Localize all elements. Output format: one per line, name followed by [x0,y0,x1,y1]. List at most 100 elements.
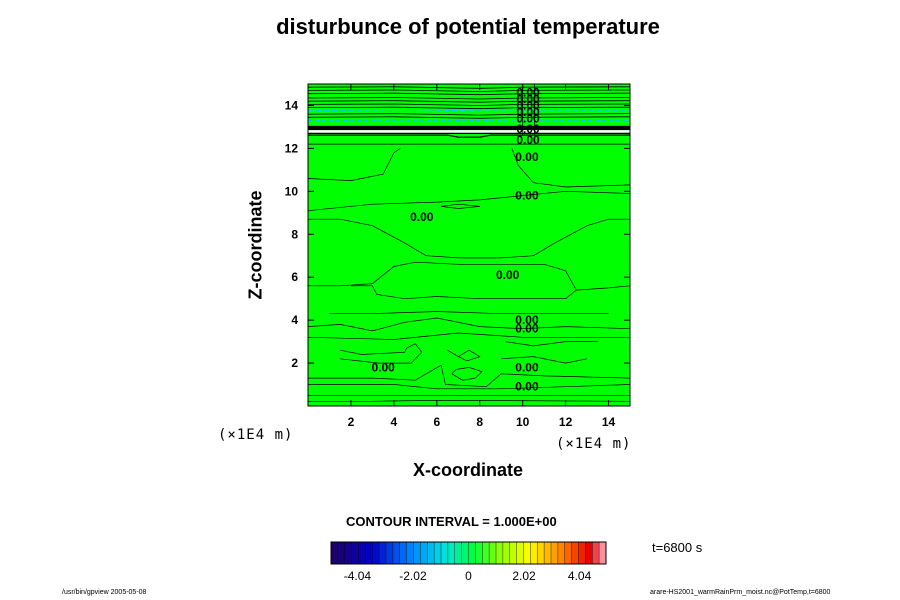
contour-line [308,100,630,103]
y-tick-label: 4 [291,313,298,327]
x-tick-label: 10 [516,415,530,429]
contour-line [308,119,630,122]
colorbar: -4.04 -2.02 0 2.02 4.04 [330,541,607,583]
colorbar-cell [475,542,483,564]
contour-line [451,367,483,381]
colorbar-cell [344,542,352,564]
x-axis-label: X-coordinate [412,460,524,480]
colorbar-cell [331,542,339,564]
colorbar-tick-label: 4.04 [568,569,592,583]
colorbar-tick-label: -4.04 [344,569,372,583]
colorbar-cell [420,542,428,564]
colorbar-cell [530,542,538,564]
contour-band [308,125,630,131]
contour-line [308,92,630,96]
x-tick-label: 4 [391,415,398,429]
y-tick-label: 14 [285,98,299,112]
contour-labels: 0.000.000.000.000.000.000.000.000.000.00… [371,86,540,394]
contour-line [501,356,588,364]
chart-title: disturbunce of potential temperature [276,14,660,39]
contour-line [505,341,598,347]
plot-frame [307,83,631,407]
colorbar-cell [516,542,524,564]
contour-line [308,384,630,390]
contour-line [511,148,630,188]
x-tick-label: 12 [559,415,573,429]
contour-label: 0.00 [496,268,520,282]
colorbar-tick-label: -2.02 [399,569,427,583]
colorbar-cell [482,542,490,564]
contour-label: 0.00 [515,313,539,327]
colorbar-cell [434,542,442,564]
x-tick-label: 2 [348,415,355,429]
colorbar-cell [399,542,407,564]
contour-label: 0.00 [371,360,395,374]
colorbar-cell [489,542,497,564]
colorbar-cell [544,542,552,564]
contour-line [340,343,423,364]
colorbar-cell [468,542,476,564]
contour-label: 0.00 [515,150,539,164]
colorbar-cell [392,542,401,564]
contour-line [447,349,481,362]
contour-label: 0.00 [515,322,539,336]
contour-line [308,148,401,181]
x-axis-unit: (×1E4 m) [556,436,632,452]
colorbar-cell [413,542,421,564]
colorbar-cell [599,542,607,564]
contour-line [308,261,630,291]
contour-line [308,364,630,388]
colorbar-cell [585,542,593,564]
x-tick-label: 6 [433,415,440,429]
colorbar-cell [379,542,387,564]
y-axis: 2 4 6 8 10 12 14 [285,98,630,370]
contour-label: 0.00 [410,210,434,224]
colorbar-cell [454,542,462,564]
colorbar-cell [337,542,346,564]
contour-label: 0.00 [516,105,540,119]
contour-line [308,97,630,100]
contour-label: 0.00 [516,122,540,136]
colorbar-cell [551,542,559,564]
footer-variable: arare-HS2001_warmRainPrm_moist.nc@PotTem… [650,589,831,596]
colorbar-cell [502,542,511,564]
y-tick-label: 10 [285,184,299,198]
colorbar-cell [496,542,504,564]
x-tick-label: 8 [476,415,483,429]
contour-label: 0.00 [516,92,540,106]
contour-line [329,311,609,315]
contour-band-gap [308,130,630,133]
colorbar-tick-label: 0 [465,569,472,583]
colorbar-cell [372,542,380,564]
colorbar-cell [564,542,572,564]
contour-line [308,89,630,92]
contour-line [350,285,577,300]
contour-label: 0.00 [516,98,540,112]
colorbar-cell [461,542,469,564]
y-axis-unit: (×1E4 m) [218,427,294,443]
contour-line [308,109,630,113]
colorbar-tick-label: 2.02 [512,569,536,583]
contour-label: 0.00 [516,111,540,125]
footer-program: /usr/bin/gpview 2005-05-08 [62,589,147,596]
x-axis: 2 4 6 8 10 12 14 [348,84,616,429]
colorbar-frame [330,541,607,565]
colorbar-cell [406,542,414,564]
contour-label: 0.00 [515,189,539,203]
contour-line [308,103,630,106]
contour-line [308,332,630,340]
colorbar-cell [578,542,586,564]
contour-label: 0.00 [515,380,539,394]
contour-line [308,190,630,212]
contour-line [308,218,630,259]
contour-line [308,317,630,332]
contour-label: 0.00 [516,86,540,100]
contour-line [308,116,630,119]
contour-label: 0.00 [515,360,539,374]
contour-label: 0.00 [516,133,540,147]
colorbar-cell [537,542,545,564]
colorbar-cell [358,542,366,564]
colorbar-cell [427,542,435,564]
x-tick-label: 14 [602,415,616,429]
